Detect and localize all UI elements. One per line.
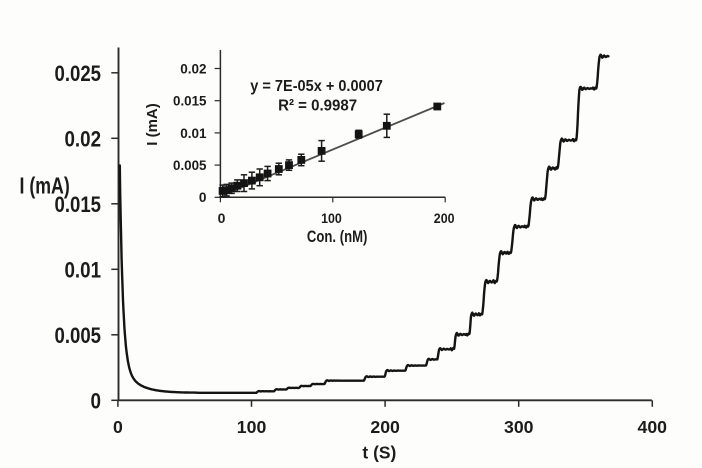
svg-text:300: 300 bbox=[504, 417, 534, 437]
svg-text:0: 0 bbox=[218, 210, 226, 226]
svg-text:0.015: 0.015 bbox=[173, 94, 207, 109]
svg-text:R² = 0.9987: R² = 0.9987 bbox=[278, 98, 357, 115]
svg-text:0.02: 0.02 bbox=[180, 61, 206, 76]
svg-text:100: 100 bbox=[321, 210, 342, 226]
svg-text:0.02: 0.02 bbox=[65, 127, 102, 152]
svg-text:200: 200 bbox=[370, 417, 400, 437]
svg-text:t (S): t (S) bbox=[362, 442, 396, 462]
svg-text:I (mA): I (mA) bbox=[20, 173, 70, 199]
svg-text:0.015: 0.015 bbox=[55, 192, 102, 217]
svg-text:0: 0 bbox=[199, 190, 207, 205]
svg-text:0.005: 0.005 bbox=[173, 158, 207, 173]
svg-text:0: 0 bbox=[113, 417, 123, 437]
svg-text:200: 200 bbox=[434, 210, 455, 226]
svg-text:Con. (nM): Con. (nM) bbox=[307, 228, 368, 246]
svg-text:y = 7E-05x + 0.0007: y = 7E-05x + 0.0007 bbox=[250, 78, 383, 95]
svg-text:400: 400 bbox=[638, 417, 668, 437]
svg-text:0.005: 0.005 bbox=[55, 323, 102, 348]
svg-text:100: 100 bbox=[237, 417, 267, 437]
svg-text:0.025: 0.025 bbox=[55, 61, 102, 86]
svg-text:0: 0 bbox=[91, 389, 102, 414]
svg-text:I (mA): I (mA) bbox=[144, 103, 161, 146]
svg-text:0.01: 0.01 bbox=[65, 258, 102, 283]
svg-text:0.01: 0.01 bbox=[180, 126, 207, 141]
